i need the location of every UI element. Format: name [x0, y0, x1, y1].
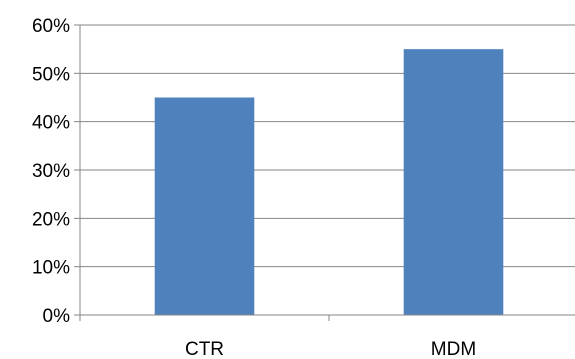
tick-labels: 0% 10% 20% 30% 40% 50% 60% CTR MDM — [32, 16, 476, 359]
y-tick-label: 50% — [32, 64, 70, 85]
bars — [154, 49, 504, 316]
x-tick-label: MDM — [431, 339, 476, 359]
x-tick-label: CTR — [185, 339, 224, 359]
y-tick-label: 10% — [32, 258, 70, 279]
y-tick-label: 30% — [32, 161, 70, 182]
y-tick-label: 0% — [43, 306, 71, 327]
bar-mdm — [403, 49, 504, 316]
y-tick-label: 60% — [32, 16, 70, 37]
y-tick-label: 40% — [32, 113, 70, 134]
bar-ctr — [154, 97, 255, 315]
y-tick-label: 20% — [32, 209, 70, 230]
axes — [74, 24, 575, 321]
